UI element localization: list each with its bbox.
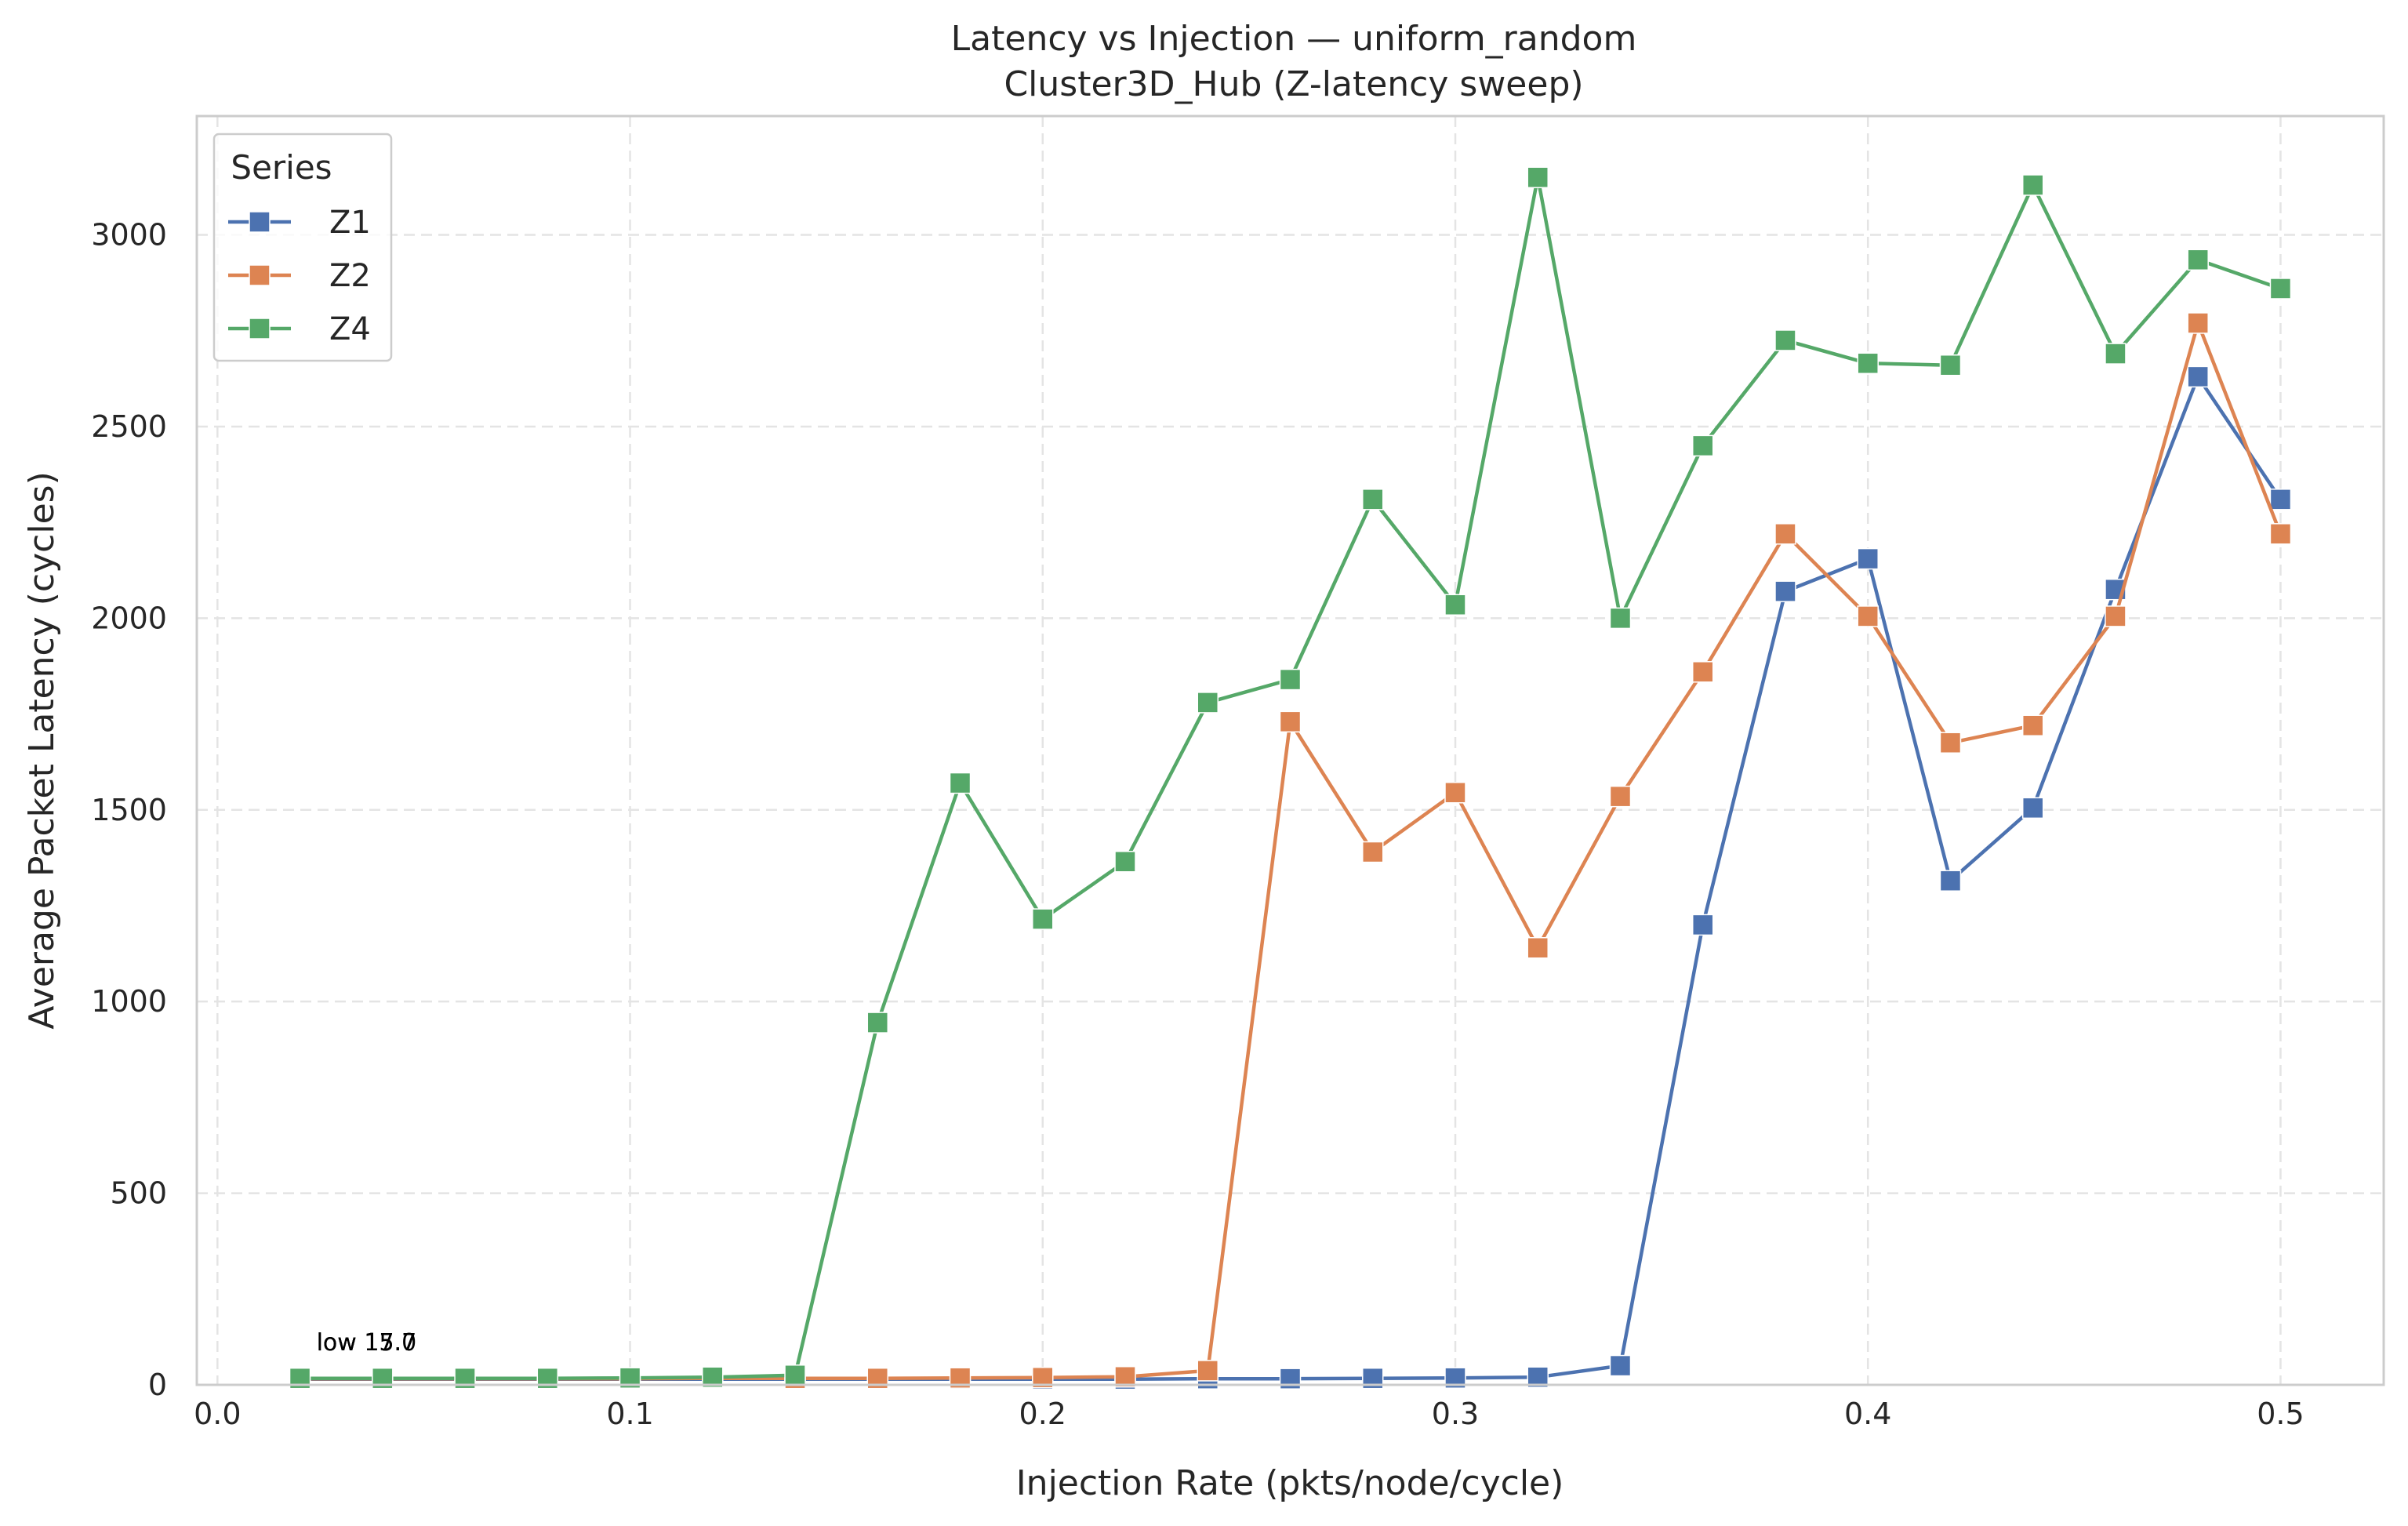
data-point-Z2 [1361,841,1384,863]
legend-label: Z4 [329,311,371,347]
data-point-Z4 [2105,343,2127,365]
legend-label: Z2 [329,258,371,294]
data-point-Z1 [1774,580,1796,602]
legend-marker [249,211,271,233]
data-point-Z2 [1857,605,1879,627]
data-point-Z4 [1279,668,1302,691]
legend-marker [249,318,271,340]
legend: Series Z1 Z2 Z4 [212,133,393,362]
data-point-Z4 [1197,692,1219,714]
y-tick-label: 1000 [91,984,167,1019]
y-tick-label: 3000 [91,218,167,253]
y-tick-label: 500 [110,1176,167,1211]
x-tick-label: 0.1 [606,1397,653,1431]
legend-label: Z1 [329,205,371,241]
data-point-Z4 [866,1012,889,1034]
data-point-Z4 [1609,607,1632,630]
data-point-Z2 [1609,785,1632,808]
chart-title: Latency vs Injection — uniform_random [951,19,1637,59]
x-tick-label: 0.3 [1432,1397,1479,1431]
data-point-Z4 [1114,851,1136,873]
data-point-Z4 [2021,174,2044,196]
data-point-Z1 [2269,489,2292,510]
data-point-Z4 [1361,489,1384,510]
data-point-Z4 [949,772,972,794]
series-Z4 [289,166,2292,1390]
x-tick-label: 0.4 [1844,1397,1891,1431]
data-point-Z1 [1691,914,1714,936]
x-tick-label: 0.2 [1019,1397,1066,1431]
grid [197,116,2384,1386]
data-point-Z1 [2187,365,2209,388]
legend-entry-Z2: Z2 [228,258,371,294]
y-axis-ticks: 0 500 1000 1500 2000 2500 3000 [91,218,167,1402]
data-point-Z4 [1857,352,1879,375]
data-point-Z1 [1939,870,1962,892]
data-point-Z2 [1279,710,1302,733]
data-point-Z2 [1444,782,1466,804]
data-point-Z4 [1527,166,1549,188]
data-point-Z2 [2105,605,2127,627]
data-point-Z4 [1774,329,1796,351]
data-point-Z2 [1691,661,1714,683]
annotation-label: low 15.0 [317,1329,417,1357]
data-point-Z4 [1032,908,1054,930]
y-tick-label: 0 [148,1368,167,1402]
data-point-Z4 [2187,249,2209,271]
data-point-Z1 [2021,797,2044,819]
x-axis-label: Injection Rate (pkts/node/cycle) [1016,1463,1564,1503]
legend-entries: Z1 Z2 Z4 [228,205,371,347]
y-tick-label: 1500 [91,793,167,827]
plot-frame [195,114,2385,1386]
legend-entry-Z4: Z4 [228,311,371,347]
y-tick-label: 2500 [91,409,167,444]
data-point-Z4 [1939,354,1962,376]
chart-subtitle: Cluster3D_Hub (Z-latency sweep) [1004,64,1583,104]
x-axis-ticks: 0.0 0.1 0.2 0.3 0.4 0.5 [194,1397,2304,1431]
data-point-Z2 [1939,732,1962,754]
data-point-Z2 [1774,523,1796,545]
x-tick-label: 0.5 [2257,1397,2304,1431]
x-tick-label: 0.0 [194,1397,241,1431]
data-point-Z2 [1114,1365,1136,1388]
data-point-Z1 [1857,547,1879,570]
data-point-Z4 [1444,594,1466,616]
legend-box [212,133,393,362]
legend-title: Series [231,148,332,187]
legend-marker [249,264,271,286]
legend-entry-Z1: Z1 [228,205,371,241]
data-point-Z4 [784,1364,806,1386]
data-point-Z4 [2269,278,2292,300]
y-axis-label: Average Packet Latency (cycles) [22,471,62,1029]
data-point-Z1 [1609,1354,1632,1377]
data-point-Z2 [2187,312,2209,334]
data-point-Z2 [2269,523,2292,545]
annotation-label: low 15.7 [317,1329,417,1357]
data-point-Z2 [2021,714,2044,736]
y-tick-label: 2000 [91,601,167,635]
data-point-Z2 [1527,936,1549,959]
data-point-Z2 [1197,1360,1219,1382]
annotation-label: low 17.7 [317,1329,417,1357]
data-point-Z4 [1691,434,1714,457]
